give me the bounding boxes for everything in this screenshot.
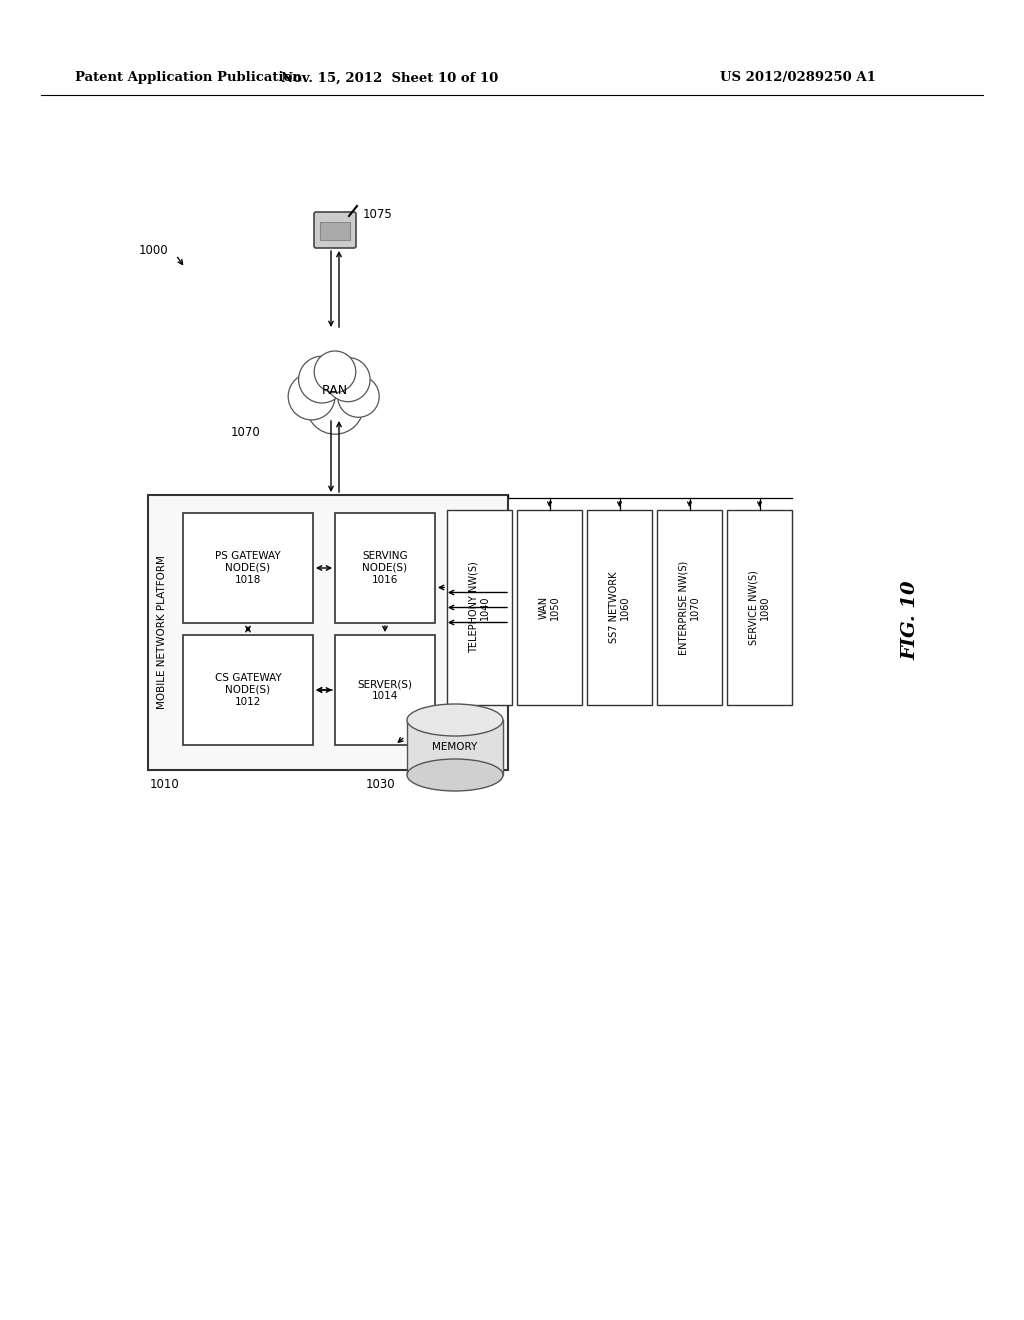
Text: US 2012/0289250 A1: US 2012/0289250 A1 bbox=[720, 71, 876, 84]
Text: PS GATEWAY
NODE(S)
1018: PS GATEWAY NODE(S) 1018 bbox=[215, 552, 281, 585]
Circle shape bbox=[288, 374, 335, 420]
Text: WAN
1050: WAN 1050 bbox=[539, 595, 560, 620]
Bar bbox=[727, 510, 792, 705]
Circle shape bbox=[326, 358, 370, 401]
Circle shape bbox=[314, 351, 355, 392]
Text: SERVING
NODE(S)
1016: SERVING NODE(S) 1016 bbox=[362, 552, 408, 585]
Text: Nov. 15, 2012  Sheet 10 of 10: Nov. 15, 2012 Sheet 10 of 10 bbox=[282, 71, 499, 84]
Text: MEMORY: MEMORY bbox=[432, 742, 477, 752]
Text: ENTERPRISE NW(S)
1070: ENTERPRISE NW(S) 1070 bbox=[679, 561, 700, 655]
Text: SERVER(S)
1014: SERVER(S) 1014 bbox=[357, 680, 413, 701]
Circle shape bbox=[338, 376, 379, 417]
Bar bbox=[319, 222, 350, 240]
Bar bbox=[407, 719, 503, 775]
Text: Patent Application Publication: Patent Application Publication bbox=[75, 71, 302, 84]
Bar bbox=[447, 510, 512, 705]
Bar bbox=[148, 495, 508, 770]
Ellipse shape bbox=[407, 759, 503, 791]
Text: FIG. 10: FIG. 10 bbox=[901, 581, 919, 660]
Bar bbox=[335, 513, 435, 623]
Bar bbox=[657, 510, 722, 705]
Bar bbox=[183, 513, 313, 623]
FancyBboxPatch shape bbox=[314, 213, 356, 248]
Text: MOBILE NETWORK PLATFORM: MOBILE NETWORK PLATFORM bbox=[157, 556, 167, 709]
Text: 1000: 1000 bbox=[138, 243, 168, 256]
Text: 1030: 1030 bbox=[366, 779, 395, 792]
Circle shape bbox=[306, 378, 364, 434]
Circle shape bbox=[299, 356, 345, 403]
Bar bbox=[517, 510, 582, 705]
Ellipse shape bbox=[407, 704, 503, 737]
Text: 1070: 1070 bbox=[230, 425, 260, 438]
Bar bbox=[587, 510, 652, 705]
Text: CS GATEWAY
NODE(S)
1012: CS GATEWAY NODE(S) 1012 bbox=[215, 673, 282, 706]
Text: TELEPHONY NW(S)
1040: TELEPHONY NW(S) 1040 bbox=[469, 561, 490, 653]
Text: 1075: 1075 bbox=[362, 207, 393, 220]
Bar bbox=[183, 635, 313, 744]
Text: RAN: RAN bbox=[322, 384, 348, 396]
Text: SERVICE NW(S)
1080: SERVICE NW(S) 1080 bbox=[749, 570, 770, 645]
Text: SS7 NETWORK
1060: SS7 NETWORK 1060 bbox=[608, 572, 631, 643]
Text: 1010: 1010 bbox=[150, 777, 180, 791]
Bar bbox=[335, 635, 435, 744]
